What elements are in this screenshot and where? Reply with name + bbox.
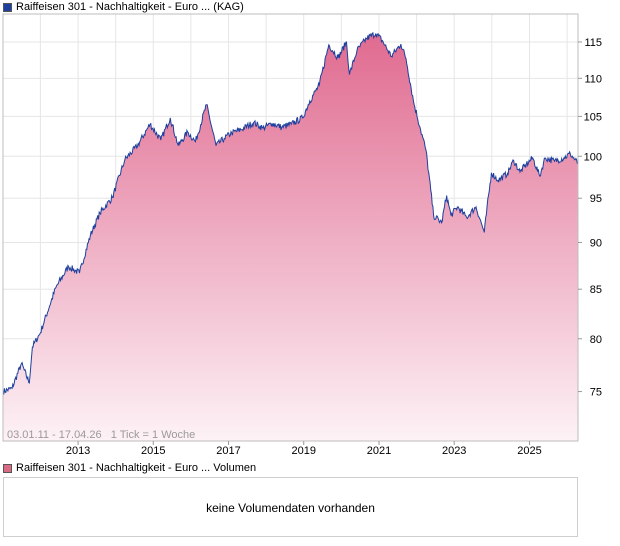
x-tick-label: 2021: [367, 445, 391, 457]
y-tick-label: 95: [590, 193, 602, 205]
legend-price-label: Raiffeisen 301 - Nachhaltigkeit - Euro .…: [16, 1, 244, 13]
legend-volume-label: Raiffeisen 301 - Nachhaltigkeit - Euro .…: [16, 462, 257, 474]
x-tick-label: 2015: [141, 445, 165, 457]
y-tick-label: 100: [584, 151, 602, 163]
y-tick-label: 90: [590, 237, 602, 249]
date-range-note: 03.01.11 - 17.04.26 1 Tick = 1 Woche: [7, 429, 195, 441]
x-axis: 2013 2015 2017 2019 2021 2023 2025: [66, 441, 542, 457]
x-tick-label: 2023: [442, 445, 466, 457]
legend-price: Raiffeisen 301 - Nachhaltigkeit - Euro .…: [3, 0, 244, 14]
x-tick-label: 2017: [216, 445, 240, 457]
price-line: [2, 31, 579, 395]
y-tick-label: 115: [584, 37, 602, 49]
volume-panel: keine Volumendaten vorhanden: [3, 477, 578, 537]
y-tick-label: 75: [590, 387, 602, 399]
y-tick-label: 105: [584, 111, 602, 123]
volume-empty-message: keine Volumendaten vorhanden: [206, 501, 375, 515]
legend-price-swatch: [3, 2, 12, 12]
plot-frame: [2, 13, 579, 442]
legend-volume: Raiffeisen 301 - Nachhaltigkeit - Euro .…: [3, 461, 256, 475]
legend-volume-swatch: [3, 463, 12, 473]
y-axis: 75 80 85 90 95 100 105 110 115: [578, 37, 602, 399]
y-tick-label: 110: [584, 73, 602, 85]
y-tick-label: 85: [590, 284, 602, 296]
x-tick-label: 2025: [517, 445, 541, 457]
x-tick-label: 2019: [291, 445, 315, 457]
x-tick-label: 2013: [66, 445, 90, 457]
y-tick-label: 80: [590, 334, 602, 346]
price-area: [3, 32, 578, 442]
